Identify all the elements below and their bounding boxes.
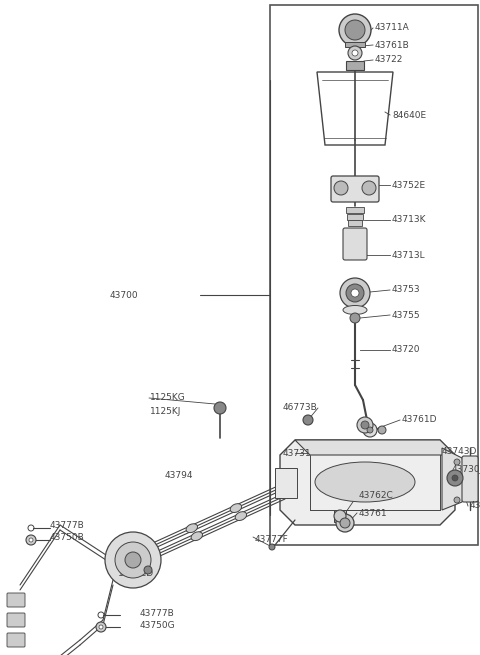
Circle shape — [363, 423, 377, 437]
Circle shape — [125, 552, 141, 568]
Text: 43722: 43722 — [375, 56, 403, 64]
Text: 43777F: 43777F — [255, 536, 289, 544]
Text: 43757C: 43757C — [470, 502, 480, 510]
FancyBboxPatch shape — [343, 228, 367, 260]
Text: 43711A: 43711A — [375, 24, 410, 33]
Circle shape — [115, 542, 151, 578]
Bar — [334, 510, 346, 522]
Circle shape — [454, 459, 460, 465]
Ellipse shape — [343, 305, 367, 314]
Ellipse shape — [186, 524, 197, 533]
Circle shape — [367, 427, 373, 433]
Text: 43713K: 43713K — [392, 215, 427, 225]
Text: 43777B: 43777B — [140, 610, 175, 618]
Ellipse shape — [230, 504, 241, 512]
Text: 43753: 43753 — [392, 286, 420, 295]
Circle shape — [336, 514, 354, 532]
Polygon shape — [317, 72, 393, 145]
Circle shape — [339, 14, 371, 46]
Text: 43743D: 43743D — [442, 447, 478, 457]
Polygon shape — [280, 440, 455, 525]
FancyBboxPatch shape — [462, 456, 478, 502]
Bar — [275, 468, 297, 498]
Circle shape — [340, 278, 370, 308]
Circle shape — [214, 402, 226, 414]
Text: 1125KG: 1125KG — [150, 394, 186, 403]
Text: 1339CD: 1339CD — [118, 569, 154, 578]
Bar — [346, 61, 364, 70]
Bar — [270, 5, 478, 545]
Text: 46773B: 46773B — [283, 403, 318, 413]
Circle shape — [269, 544, 275, 550]
Circle shape — [357, 417, 373, 433]
Circle shape — [29, 538, 33, 542]
Text: 43731: 43731 — [283, 449, 312, 457]
Circle shape — [350, 313, 360, 323]
Circle shape — [362, 181, 376, 195]
FancyBboxPatch shape — [7, 633, 25, 647]
Text: 43762C: 43762C — [359, 491, 394, 500]
Circle shape — [378, 426, 386, 434]
Text: 43730J: 43730J — [452, 464, 480, 474]
Circle shape — [96, 622, 106, 632]
Circle shape — [452, 475, 458, 481]
Circle shape — [105, 532, 161, 588]
Bar — [345, 42, 365, 47]
Circle shape — [352, 50, 358, 56]
Text: 43777B: 43777B — [50, 521, 85, 529]
Text: 43720: 43720 — [392, 345, 420, 354]
FancyBboxPatch shape — [7, 613, 25, 627]
Ellipse shape — [315, 462, 415, 502]
Ellipse shape — [191, 532, 203, 540]
Ellipse shape — [235, 512, 247, 521]
Text: 43700: 43700 — [110, 291, 139, 299]
Circle shape — [361, 421, 369, 429]
Text: 43794: 43794 — [165, 470, 193, 479]
Text: 43761B: 43761B — [375, 41, 410, 50]
Circle shape — [334, 510, 346, 522]
Bar — [347, 214, 363, 220]
Circle shape — [340, 518, 350, 528]
Polygon shape — [295, 440, 455, 455]
Circle shape — [447, 470, 463, 486]
Circle shape — [334, 181, 348, 195]
Text: 43761: 43761 — [359, 508, 388, 517]
Text: 43750G: 43750G — [140, 622, 176, 631]
Circle shape — [303, 415, 313, 425]
Circle shape — [26, 535, 36, 545]
Circle shape — [348, 46, 362, 60]
Circle shape — [346, 284, 364, 302]
Text: 43761D: 43761D — [402, 415, 437, 424]
Bar — [348, 220, 362, 226]
Text: 43752E: 43752E — [392, 181, 426, 189]
Circle shape — [454, 497, 460, 503]
Text: 43755: 43755 — [392, 310, 420, 320]
Text: 43750B: 43750B — [50, 533, 85, 542]
Polygon shape — [442, 448, 468, 510]
Circle shape — [144, 566, 152, 574]
Text: 84640E: 84640E — [392, 111, 426, 119]
Circle shape — [99, 625, 103, 629]
Text: 1125KJ: 1125KJ — [150, 407, 181, 417]
FancyBboxPatch shape — [331, 176, 379, 202]
Circle shape — [351, 289, 359, 297]
Bar — [346, 207, 364, 213]
FancyBboxPatch shape — [7, 593, 25, 607]
Text: 43713L: 43713L — [392, 250, 426, 259]
Circle shape — [345, 20, 365, 40]
